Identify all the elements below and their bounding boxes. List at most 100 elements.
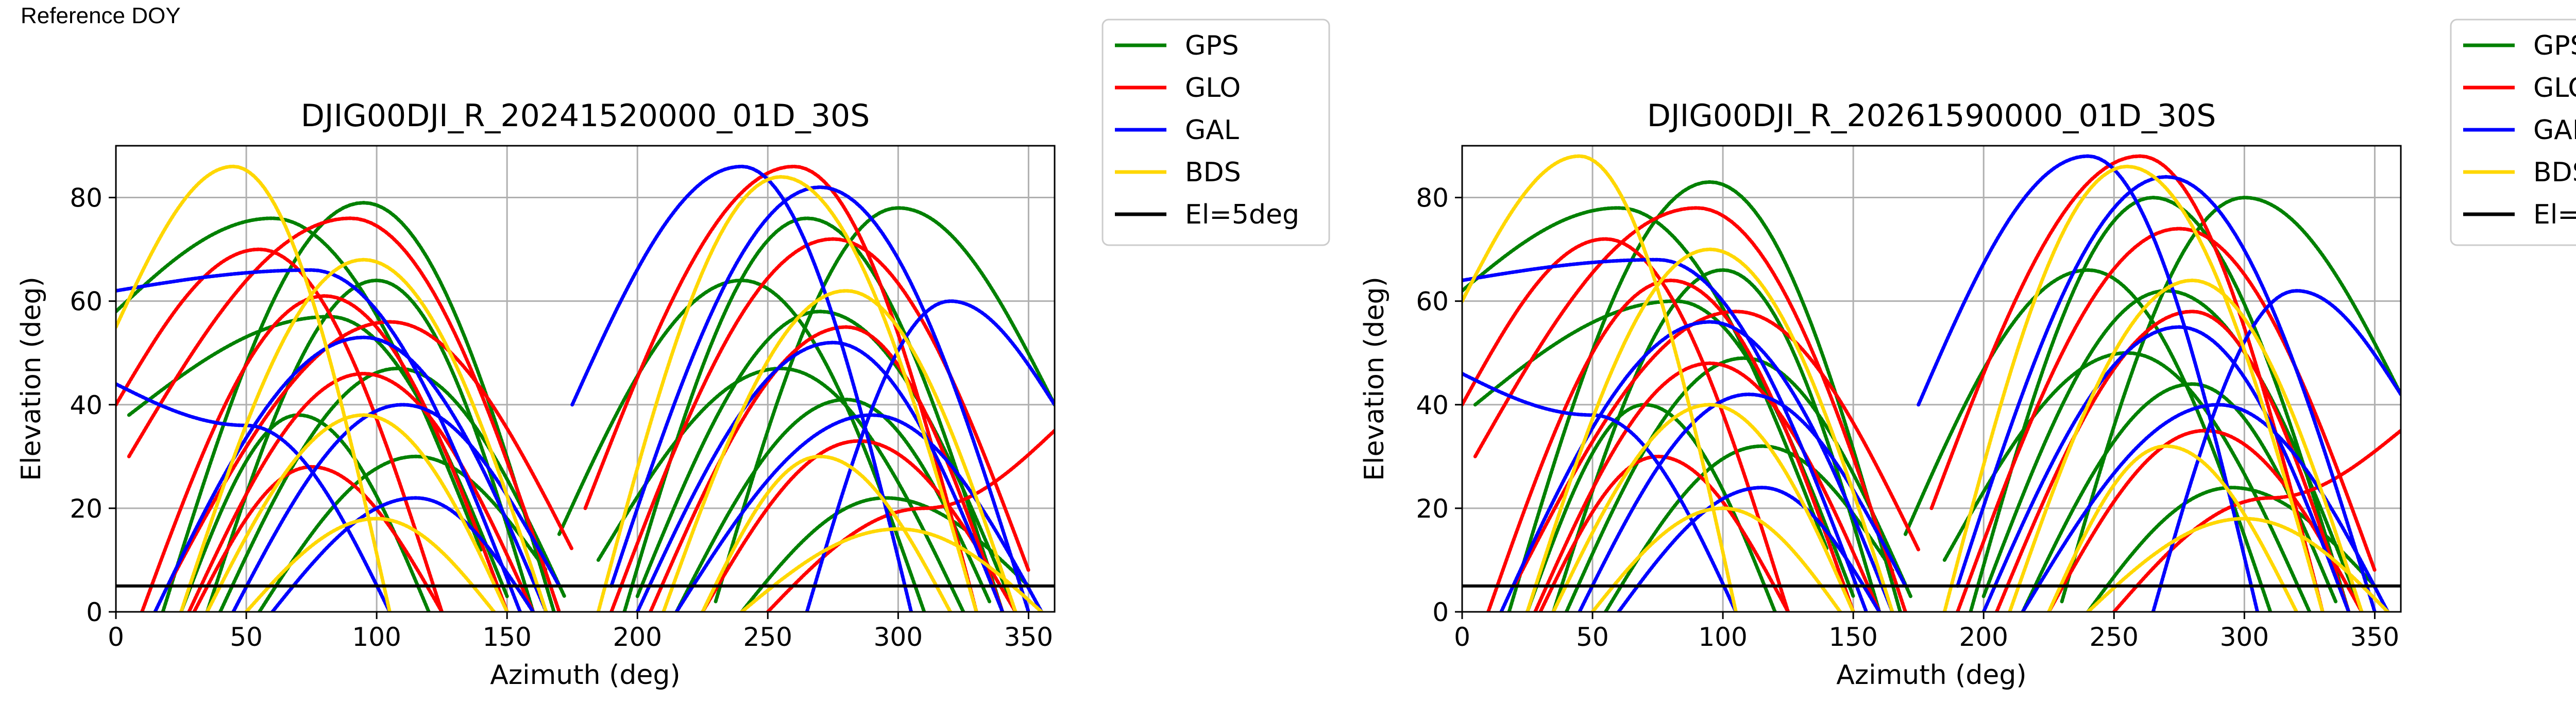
track-glo bbox=[1995, 310, 2351, 612]
skyplot-chart-right: 0 50 100 150 200 250 300 350 0 20 40 60 80 DJIG00DJI_… bbox=[1359, 19, 2576, 691]
track-bds bbox=[1590, 506, 1842, 612]
track-bds bbox=[1551, 403, 1855, 612]
track-glo bbox=[166, 320, 574, 588]
legend-entry: BDS bbox=[1185, 157, 1241, 188]
x-tick-label: 150 bbox=[482, 622, 531, 652]
track-glo bbox=[140, 294, 509, 612]
track-bds bbox=[701, 454, 953, 612]
x-axis-label: Azimuth (deg) bbox=[1836, 660, 2026, 691]
y-tick-label: 40 bbox=[70, 390, 103, 420]
track-gps bbox=[2060, 196, 2401, 604]
y-tick-label: 80 bbox=[70, 183, 103, 213]
track-gps bbox=[557, 278, 926, 612]
track-bds bbox=[740, 527, 1044, 612]
plot-frame bbox=[1461, 145, 2402, 613]
x-tick-label: 100 bbox=[352, 622, 401, 652]
track-bds bbox=[596, 175, 978, 612]
track-glo bbox=[1486, 278, 1855, 612]
x-tick-label: 350 bbox=[1004, 622, 1053, 652]
track-gal bbox=[1956, 175, 2377, 612]
y-axis-label: Elevation (deg) bbox=[1359, 277, 1390, 481]
track-gps bbox=[161, 201, 556, 612]
track-gps bbox=[2086, 486, 2377, 612]
track-glo bbox=[1473, 206, 1907, 612]
track-bds bbox=[2047, 444, 2299, 612]
track-bds bbox=[662, 289, 1018, 612]
track-gal bbox=[674, 413, 1044, 612]
x-tick-label: 300 bbox=[2220, 622, 2269, 652]
track-bds bbox=[2008, 278, 2364, 612]
satellite-tracks bbox=[1462, 154, 2401, 612]
chart-title: DJIG00DJI_R_20261590000_01D_30S bbox=[1647, 98, 2216, 134]
legend-entry: GLO bbox=[2533, 73, 2576, 104]
plot-frame bbox=[115, 145, 1056, 613]
track-gps bbox=[1551, 268, 1882, 612]
x-axis-label: Azimuth (deg) bbox=[490, 660, 680, 691]
x-tick-label: 200 bbox=[1959, 622, 2008, 652]
track-glo bbox=[1533, 361, 1882, 612]
legend-entry: GAL bbox=[1185, 115, 1239, 146]
chart-title: DJIG00DJI_R_20241520000_01D_30S bbox=[301, 98, 870, 134]
x-tick-label: 0 bbox=[108, 622, 124, 652]
skyplot-chart-left: 0 50 100 150 200 250 300 350 0 20 40 60 80 DJIG00DJI_… bbox=[16, 19, 1330, 691]
track-bds bbox=[116, 164, 392, 612]
track-gal bbox=[116, 268, 522, 612]
legend-entry: El=5deg bbox=[2533, 199, 2576, 230]
track-gal bbox=[1917, 154, 2260, 612]
track-bds bbox=[1942, 164, 2325, 612]
x-tick-label: 100 bbox=[1698, 622, 1747, 652]
y-tick-label: 80 bbox=[1416, 183, 1449, 213]
track-gps bbox=[1981, 289, 2364, 612]
track-glo bbox=[116, 247, 444, 612]
track-gps bbox=[596, 366, 965, 612]
satellite-tracks bbox=[116, 164, 1055, 612]
track-glo bbox=[1512, 310, 1921, 588]
track-glo bbox=[583, 164, 978, 612]
y-tick-label: 40 bbox=[1416, 390, 1449, 420]
y-tick-label: 60 bbox=[1416, 287, 1449, 317]
track-glo bbox=[609, 237, 1030, 612]
y-tick-label: 0 bbox=[1432, 597, 1449, 627]
legend-entry: GPS bbox=[1185, 30, 1239, 61]
track-glo bbox=[192, 465, 444, 612]
track-glo bbox=[1956, 227, 2377, 612]
x-tick-label: 0 bbox=[1454, 622, 1470, 652]
track-gps bbox=[674, 398, 991, 612]
legend-entry: GAL bbox=[2533, 115, 2576, 146]
legend-entry: BDS bbox=[2533, 157, 2576, 188]
track-gal bbox=[153, 335, 548, 612]
track-glo bbox=[1929, 154, 2325, 612]
x-tick-label: 50 bbox=[230, 622, 263, 652]
track-gps bbox=[1969, 196, 2351, 612]
y-tick-label: 60 bbox=[70, 287, 103, 317]
legend-entry: El=5deg bbox=[1185, 199, 1299, 230]
track-bds bbox=[179, 258, 548, 612]
legend-box bbox=[1101, 19, 1330, 246]
track-gal bbox=[1462, 258, 1868, 612]
track-gps bbox=[714, 206, 1055, 604]
track-glo bbox=[766, 428, 1055, 612]
track-glo bbox=[2047, 428, 2364, 612]
track-gal bbox=[609, 185, 1030, 612]
track-glo bbox=[127, 216, 561, 612]
x-tick-label: 250 bbox=[2090, 622, 2139, 652]
x-tick-label: 150 bbox=[1828, 622, 1877, 652]
track-bds bbox=[1462, 154, 1738, 612]
legend: GPS GLO GAL BDS El=5deg bbox=[1101, 19, 1330, 246]
legend: GPS GLO GAL BDS El=5deg bbox=[2450, 19, 2576, 246]
x-tick-label: 50 bbox=[1576, 622, 1609, 652]
track-bds bbox=[2086, 517, 2390, 612]
track-gal bbox=[1617, 486, 1882, 612]
track-gal bbox=[1499, 320, 1894, 612]
legend-box bbox=[2450, 19, 2576, 246]
track-gal bbox=[270, 496, 535, 612]
y-tick-label: 20 bbox=[70, 494, 103, 524]
track-gal bbox=[2151, 289, 2401, 612]
track-gps bbox=[1903, 268, 2273, 612]
track-gps bbox=[635, 310, 1018, 612]
track-gps bbox=[622, 216, 1005, 612]
track-gal bbox=[635, 340, 1005, 612]
y-tick-label: 0 bbox=[86, 597, 103, 627]
track-glo bbox=[1462, 237, 1790, 612]
